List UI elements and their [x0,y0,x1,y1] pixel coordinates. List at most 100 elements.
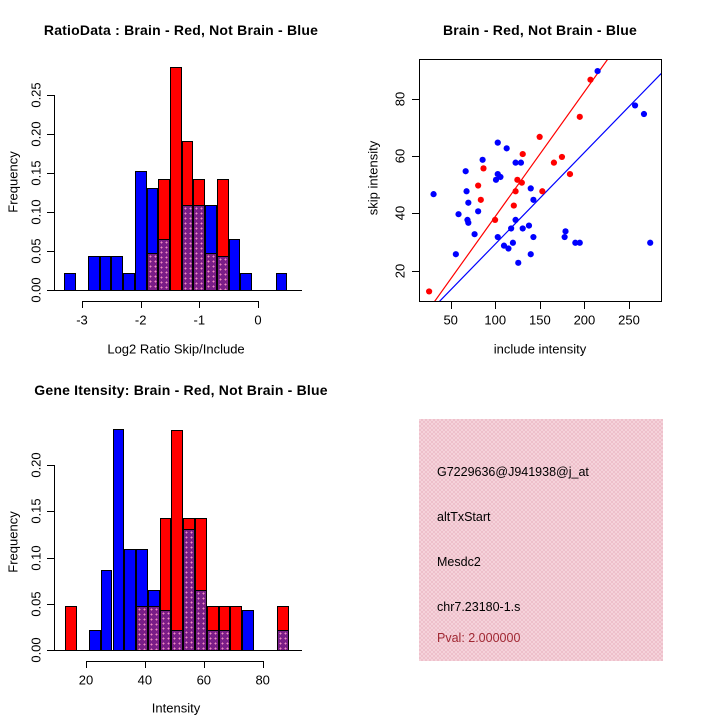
hist-bar-red [230,605,243,651]
hist-bar-overlap [159,609,172,651]
y-axis-tick [47,511,54,513]
probe-id-text: G7229636@J941938@j_at [437,465,589,479]
scatter-point-blue [455,211,462,218]
scatter-point-blue [465,199,472,207]
hist-bar-red [159,517,172,651]
hist-bar-overlap [146,252,159,291]
y-axis-tick [47,557,54,559]
scatter-point-blue [479,156,486,164]
gene-name-text: Mesdc2 [437,555,481,569]
hist-bar-blue [87,256,100,291]
scatter-point-red [519,179,526,187]
hist-bar-blue [242,609,254,651]
x-axis-tick [539,301,541,309]
y-tick-label: 0.20 [28,121,44,147]
scatter-point-blue [505,245,512,252]
scatter-point-blue [515,260,522,267]
gene-histogram-ylabel: Frequency [5,511,21,573]
hist-bar-blue [64,273,77,291]
baseline [50,290,302,291]
hist-bar-overlap [171,629,184,651]
scatter-point-blue [632,102,639,109]
y-axis-tick [47,603,54,605]
hist-bar-overlap [206,629,219,651]
y-axis-line [54,465,55,651]
scatter-point-blue [430,191,437,198]
y-axis-tick [47,95,54,96]
y-tick-label: 0.00 [28,637,44,663]
x-axis-tick [203,661,205,668]
gene-histogram-title: Gene Itensity: Brain - Red, Not Brain - … [34,382,328,398]
y-tick-label: 0.10 [28,199,44,225]
ratio-histogram-title: RatioData : Brain - Red, Not Brain - Blu… [43,22,319,38]
scatter-point-blue [526,222,533,230]
x-axis-tick [262,661,264,668]
y-axis-tick [47,290,54,291]
scatter-point-blue [465,219,472,227]
scatter-xlabel: include intensity [493,341,587,357]
y-tick-label: 0.15 [28,160,44,186]
hist-bar-red [169,67,182,291]
y-tick-label: 40 [392,206,408,221]
hist-bar-blue [124,549,137,651]
hist-bar-blue [228,239,241,291]
scatter-point-blue [494,171,502,178]
scatter-point-blue [518,159,525,167]
scatter-point-red [475,182,482,189]
hist-bar-red [183,517,195,651]
hist-bar-red [146,252,159,291]
hist-bar-blue [134,171,147,291]
hist-bar-red [206,605,219,651]
scatter-point-red [519,151,527,158]
x-tick-label: -2 [134,312,147,328]
y-tick-label: 0.05 [28,591,44,617]
hist-bar-blue [146,188,159,291]
scatter-point-red [567,171,574,178]
scatter-point-red [551,159,558,167]
x-tick-label: 20 [78,672,94,688]
x-tick-label: 60 [196,672,212,688]
y-axis-tick [47,465,54,466]
y-axis-line [54,95,55,291]
x-axis-tick [81,301,83,308]
y-tick-label: 0.10 [28,544,44,571]
x-axis-tick [450,301,452,309]
scatter-point-blue [576,239,584,247]
x-axis-tick [199,301,201,308]
y-tick-label: 0.25 [28,82,44,108]
hist-bar-blue [123,273,135,291]
x-axis-line [81,301,258,302]
scatter-point-blue [453,251,460,258]
baseline [50,650,302,651]
scatter-point-blue [562,228,569,235]
scatter-plot-box [419,59,662,302]
location-text: chr7.23180-1.s [437,600,521,614]
scatter-point-blue [647,239,654,247]
gene-histogram-xlabel: Intensity [151,700,201,716]
y-axis-tick [47,212,54,213]
hist-bar-red [181,141,194,291]
scatter-point-blue [530,234,537,241]
hist-bar-blue [99,256,112,291]
hist-bar-overlap [183,529,195,651]
y-axis-tick [47,134,54,135]
hist-bar-overlap [277,629,290,651]
notbrain-fit-line [439,73,661,301]
x-tick-label: 40 [137,672,153,688]
hist-bar-blue [159,609,172,651]
scatter-point-red [536,134,544,141]
scatter-point-blue [501,242,508,250]
hist-bar-overlap [205,252,217,291]
event-type-text: altTxStart [437,510,491,524]
scatter-point-blue [572,239,579,247]
scatter-point-blue [527,185,535,192]
y-axis-tick [47,173,54,174]
scatter-point-red [478,197,485,204]
ratio-histogram-ylabel: Frequency [5,151,21,213]
hist-bar-blue [240,273,253,291]
hist-bar-blue [183,529,195,651]
y-axis-tick [412,156,420,158]
scatter-point-blue [462,168,470,175]
